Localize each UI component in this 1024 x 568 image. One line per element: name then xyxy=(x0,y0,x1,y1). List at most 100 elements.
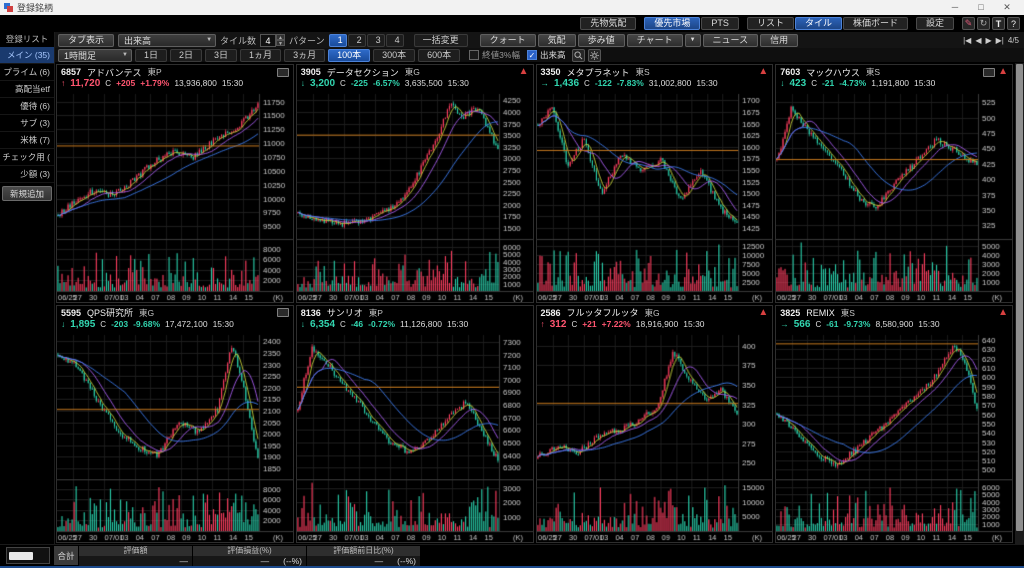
help-icon[interactable]: ? xyxy=(1007,17,1020,30)
period-1d-button[interactable]: 1日 xyxy=(135,48,168,62)
stock-market: 東S xyxy=(635,67,650,77)
gear-icon[interactable] xyxy=(588,48,602,62)
stock-market: 東G xyxy=(404,67,420,77)
candlestick-chart[interactable] xyxy=(296,331,533,542)
period-3d-button[interactable]: 3日 xyxy=(205,48,238,62)
close-mark: C xyxy=(571,319,578,329)
pattern-2-button[interactable]: 2 xyxy=(347,33,366,47)
pattern-4-button[interactable]: 4 xyxy=(385,33,404,47)
vertical-scrollbar[interactable] xyxy=(1015,63,1024,544)
quote-time: 15:30 xyxy=(696,78,718,88)
next-page-icon[interactable]: ▶ xyxy=(985,35,992,45)
chart-view-button[interactable]: チャート xyxy=(626,33,683,47)
list-view-button[interactable]: リスト xyxy=(746,17,794,30)
stock-tile[interactable]: 8136 サンリオ 東P ▲ ↓ xyxy=(295,304,534,543)
period-2d-button[interactable]: 2日 xyxy=(170,48,203,62)
edit-icon[interactable]: ✎ xyxy=(962,17,975,30)
timeframe-select[interactable]: 1時間足 ▼ xyxy=(58,48,132,62)
candlestick-chart[interactable] xyxy=(57,331,293,542)
first-page-icon[interactable]: |◀ xyxy=(963,35,972,45)
close-button[interactable]: ✕ xyxy=(1003,2,1011,12)
last-price: 423 xyxy=(789,78,807,89)
price-change: -122 xyxy=(594,78,612,88)
expand-icon[interactable] xyxy=(983,67,996,77)
chevron-down-icon: ▼ xyxy=(206,37,213,43)
chart-dropdown-button[interactable]: ▼ xyxy=(684,33,701,47)
price-change: -61 xyxy=(826,318,839,329)
period-100bars-button[interactable]: 100本 xyxy=(328,48,371,62)
depth-view-button[interactable]: 気配 xyxy=(537,33,576,47)
minimize-button[interactable]: ─ xyxy=(951,2,959,12)
pattern-1-button[interactable]: 1 xyxy=(328,33,347,47)
stock-tile[interactable]: 2586 フルッタフルッタ 東G ▲ ↑ xyxy=(535,304,774,543)
sidebar-item[interactable]: サブ (3) xyxy=(0,115,54,132)
futures-quote-button[interactable]: 先物気配 xyxy=(580,17,637,30)
text-size-icon[interactable]: T xyxy=(992,17,1005,30)
price-row: ↓ 423 C -21 -4.73% 1,191,800 15:30 xyxy=(780,78,1008,91)
tile-view-button[interactable]: タイル xyxy=(794,17,842,30)
price-row: ↓ 6,354 C -46 -0.72% 11,126,800 15:30 xyxy=(301,319,529,332)
pts-button[interactable]: PTS xyxy=(701,17,739,30)
direction-arrow-icon: ↑ xyxy=(61,78,66,88)
spin-down-icon[interactable]: ▼ xyxy=(276,40,286,47)
scrollbar-thumb[interactable] xyxy=(1016,64,1023,531)
candlestick-chart[interactable] xyxy=(57,91,293,302)
add-list-button[interactable]: 新規追加 xyxy=(2,186,52,201)
candlestick-chart[interactable] xyxy=(296,91,533,302)
priority-market-button[interactable]: 優先市場 xyxy=(644,17,701,30)
candlestick-chart[interactable] xyxy=(536,331,773,542)
maximize-button[interactable]: □ xyxy=(978,2,984,12)
sidebar-item[interactable]: 高配当etf xyxy=(0,81,54,98)
period-600bars-button[interactable]: 600本 xyxy=(418,48,461,62)
sort-select[interactable]: 出来高 ▼ xyxy=(118,33,217,47)
price-row: → 566 C -61 -9.73% 8,580,900 15:30 xyxy=(780,319,1008,332)
period-3m-button[interactable]: 3ヵ月 xyxy=(284,48,326,62)
tick-view-button[interactable]: 歩み値 xyxy=(577,33,625,47)
expand-icon[interactable] xyxy=(276,67,289,77)
prev-page-icon[interactable]: ◀ xyxy=(975,35,982,45)
price-change: +205 xyxy=(116,78,136,88)
candlestick-chart[interactable] xyxy=(536,91,773,302)
price-change-pct: -4.73% xyxy=(839,78,867,88)
sidebar-item[interactable]: 優待 (6) xyxy=(0,98,54,115)
sidebar-item[interactable]: プライム (6) xyxy=(0,64,54,81)
spin-up-icon[interactable]: ▲ xyxy=(276,34,286,41)
candlestick-chart[interactable] xyxy=(776,331,1012,542)
close-mark: C xyxy=(100,319,107,329)
news-view-button[interactable]: ニュース xyxy=(702,33,759,47)
stock-name: データセクション xyxy=(326,67,399,78)
pattern-3-button[interactable]: 3 xyxy=(366,33,385,47)
stock-tile[interactable]: 3350 メタプラネット 東S ▲ → xyxy=(535,64,774,303)
margin-view-button[interactable]: 信用 xyxy=(760,33,799,47)
tab-display-button[interactable]: タブ表示 xyxy=(58,33,115,47)
stock-tile[interactable]: 6857 アドバンテス 東P ▲ ↑ xyxy=(56,64,294,303)
tile-header: 7603 マックハウス 東S ▲ ↓ xyxy=(776,65,1012,91)
quote-view-button[interactable]: クォート xyxy=(479,33,536,47)
top-toolbar: 先物気配 優先市場 PTS リスト タイル 株価ボード 設定 ✎ ↻ T ? xyxy=(0,15,1024,32)
bulk-change-button[interactable]: 一括変更 xyxy=(413,33,468,47)
stock-tile[interactable]: 5595 QPS研究所 東G ▲ ↓ xyxy=(56,304,294,543)
last-price: 566 xyxy=(793,318,811,330)
stock-code: 5595 xyxy=(61,307,82,318)
stock-tile[interactable]: 3825 REMIX 東S ▲ → xyxy=(775,304,1013,543)
sidebar-item[interactable]: チェック用 ( xyxy=(0,149,54,166)
settings-button[interactable]: 設定 xyxy=(915,17,954,30)
tile-count-stepper[interactable]: 4 ▲ ▼ xyxy=(260,33,286,47)
quote-time: 15:30 xyxy=(918,318,940,329)
page-indicator: 4/5 xyxy=(1007,35,1019,45)
period-300bars-button[interactable]: 300本 xyxy=(373,48,416,62)
close-range-checkbox[interactable]: 終値3%幅 xyxy=(469,49,520,61)
sidebar-item[interactable]: メイン (35) xyxy=(0,47,54,64)
stock-tile[interactable]: 7603 マックハウス 東S ▲ ↓ xyxy=(775,64,1013,303)
refresh-icon[interactable]: ↻ xyxy=(977,17,990,30)
candlestick-chart[interactable] xyxy=(776,91,1012,302)
price-board-button[interactable]: 株価ボード xyxy=(842,17,908,30)
sidebar-item[interactable]: 米株 (7) xyxy=(0,132,54,149)
sidebar-item[interactable]: 少額 (3) xyxy=(0,166,54,183)
stock-tile[interactable]: 3905 データセクション 東G ▲ ↓ xyxy=(295,64,534,303)
expand-icon[interactable] xyxy=(276,308,289,317)
volume-checkbox[interactable]: ✓ 出来高 xyxy=(526,50,566,60)
zoom-icon[interactable] xyxy=(572,48,586,62)
period-1m-button[interactable]: 1ヵ月 xyxy=(240,48,282,62)
last-page-icon[interactable]: ▶| xyxy=(995,35,1004,45)
